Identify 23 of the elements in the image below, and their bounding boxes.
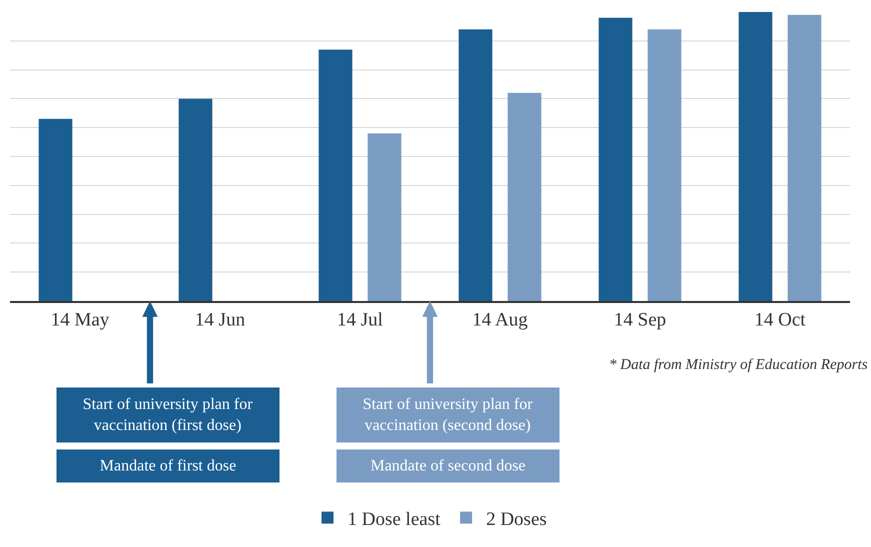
x-tick-label: 14 Jul [337,310,383,331]
bar [598,18,632,301]
bar [648,29,682,301]
bar [788,14,822,301]
bar [368,133,402,301]
bar [738,12,772,301]
x-tick-label: 14 Oct [754,310,806,331]
text: Start of university plan for vaccination (second dose) [362,396,534,434]
legend-label: 1 Dose least [348,509,442,530]
x-tick-label: 14 Aug [472,310,528,331]
legend-label: 2 Doses [486,509,547,530]
bar [38,118,72,301]
text: * Data from Ministry of Education Reports [609,357,868,373]
bar [458,29,492,301]
bar [178,98,212,301]
x-tick-label: 14 May [50,310,110,331]
x-tick-label: 14 Jun [194,310,246,331]
x-tick-label: 14 Sep [614,310,666,331]
bar [508,92,542,301]
bar [318,50,352,301]
text: Mandate of second dose [370,458,526,474]
text: Start of university plan for vaccination (first dose) [82,396,254,434]
text: Mandate of first dose [100,458,236,474]
